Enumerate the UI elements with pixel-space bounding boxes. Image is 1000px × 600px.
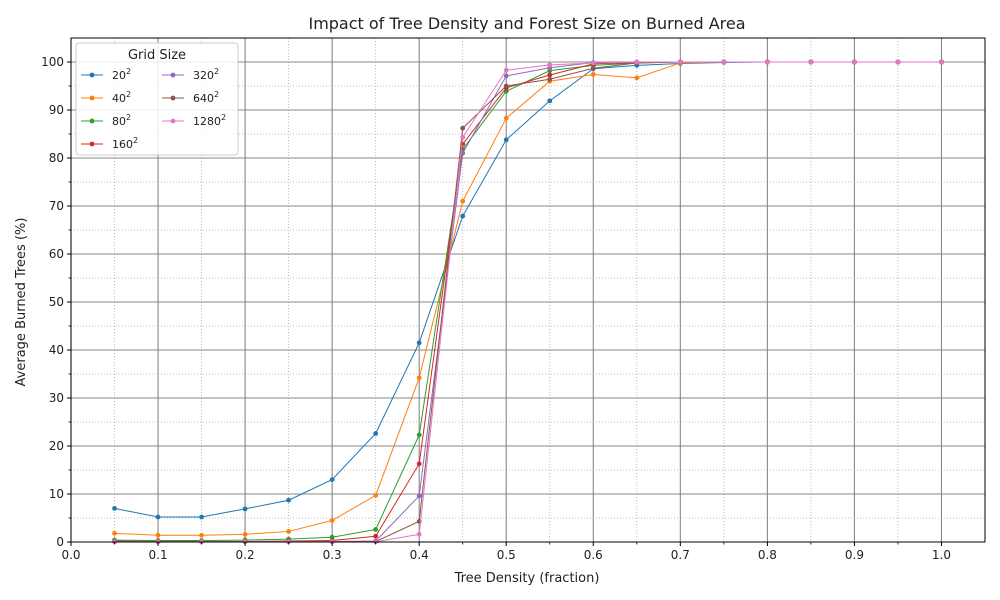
data-point-640 bbox=[503, 83, 509, 89]
x-tick-label: 0.4 bbox=[410, 548, 429, 562]
x-tick-label: 0.8 bbox=[758, 548, 777, 562]
data-point-20 bbox=[329, 477, 335, 482]
legend-swatch-marker bbox=[170, 72, 176, 78]
data-point-20 bbox=[286, 497, 292, 503]
x-tick-label: 0.7 bbox=[671, 548, 690, 562]
data-point-40 bbox=[199, 532, 204, 538]
y-tick-label: 40 bbox=[49, 343, 64, 357]
data-point-40 bbox=[416, 375, 422, 381]
data-point-20 bbox=[242, 506, 248, 512]
data-point-20 bbox=[503, 137, 509, 143]
legend-entry-640: 6402 bbox=[162, 90, 219, 105]
data-point-40 bbox=[634, 75, 640, 81]
legend-label: 1602 bbox=[112, 136, 138, 151]
x-axis-ticks: 0.0 0.1 0.2 0.3 0.4 0.5 0.6 0.7 0.8 0.9 1.0 bbox=[61, 542, 951, 562]
data-point-1280 bbox=[721, 59, 727, 65]
data-point-1280 bbox=[503, 67, 509, 73]
legend-label: 12802 bbox=[193, 113, 226, 128]
data-point-80 bbox=[416, 432, 422, 438]
data-point-40 bbox=[112, 530, 117, 536]
data-point-1280 bbox=[852, 59, 857, 65]
x-tick-label: 1.0 bbox=[932, 548, 951, 562]
data-point-40 bbox=[242, 531, 248, 537]
y-tick-label: 0 bbox=[56, 535, 64, 549]
plot-frame bbox=[70, 37, 986, 543]
data-point-1280 bbox=[764, 59, 770, 65]
legend-swatch-marker bbox=[89, 72, 95, 78]
minor-grid bbox=[71, 38, 985, 542]
data-point-640 bbox=[460, 125, 466, 131]
data-point-1280 bbox=[808, 59, 814, 65]
legend-box bbox=[75, 42, 239, 156]
x-tick-label: 0.3 bbox=[323, 548, 342, 562]
y-tick-label: 20 bbox=[49, 439, 64, 453]
data-point-40 bbox=[373, 493, 379, 498]
legend-title: Grid Size bbox=[128, 48, 186, 63]
legend-swatch-marker bbox=[170, 95, 176, 101]
y-tick-label: 100 bbox=[41, 55, 64, 69]
legend-entry-1280: 12802 bbox=[162, 113, 226, 128]
legend-label: 6402 bbox=[193, 90, 219, 105]
y-tick-label: 50 bbox=[49, 295, 64, 309]
x-tick-label: 0.9 bbox=[845, 548, 864, 562]
x-tick-label: 0.5 bbox=[497, 548, 516, 562]
y-tick-label: 80 bbox=[49, 151, 64, 165]
data-point-320 bbox=[416, 493, 422, 499]
data-point-20 bbox=[460, 213, 466, 219]
data-point-320 bbox=[503, 73, 509, 79]
legend-label: 3202 bbox=[193, 67, 219, 82]
data-point-160 bbox=[416, 461, 422, 467]
data-point-20 bbox=[416, 340, 422, 346]
data-point-40 bbox=[286, 529, 292, 534]
x-axis-label: Tree Density (fraction) bbox=[454, 571, 600, 586]
data-point-640 bbox=[547, 76, 553, 82]
data-point-1280 bbox=[547, 62, 553, 68]
x-tick-label: 0.2 bbox=[236, 548, 255, 562]
data-point-40 bbox=[503, 115, 509, 121]
data-point-20 bbox=[199, 514, 204, 520]
data-point-40 bbox=[590, 72, 596, 77]
legend-entry-320: 3202 bbox=[162, 67, 219, 82]
y-tick-label: 90 bbox=[49, 103, 64, 117]
data-point-1280 bbox=[634, 59, 640, 65]
data-point-1280 bbox=[939, 59, 944, 65]
data-point-80 bbox=[329, 534, 335, 540]
legend-swatch-marker bbox=[170, 118, 176, 124]
y-tick-label: 30 bbox=[49, 391, 64, 405]
data-point-1280 bbox=[895, 59, 901, 65]
y-axis-ticks: 0 10 20 30 40 50 60 70 80 90 100 bbox=[41, 55, 71, 549]
legend-swatch-marker bbox=[89, 95, 95, 101]
y-tick-label: 10 bbox=[49, 487, 64, 501]
legend-swatch-marker bbox=[89, 118, 95, 124]
x-tick-label: 0.1 bbox=[149, 548, 168, 562]
data-point-640 bbox=[590, 65, 596, 71]
series-layer bbox=[112, 59, 944, 545]
data-point-20 bbox=[373, 431, 379, 436]
y-tick-label: 60 bbox=[49, 247, 64, 261]
legend-swatch-marker bbox=[89, 141, 95, 147]
data-point-40 bbox=[155, 532, 161, 538]
data-point-20 bbox=[155, 514, 161, 520]
legend-entry-160: 1602 bbox=[81, 136, 138, 151]
data-point-20 bbox=[112, 506, 117, 511]
data-point-40 bbox=[460, 198, 466, 204]
data-point-1280 bbox=[460, 134, 466, 140]
data-point-160 bbox=[373, 533, 379, 539]
y-axis-label: Average Burned Trees (%) bbox=[14, 218, 29, 387]
data-point-1280 bbox=[590, 60, 596, 66]
x-tick-label: 0.6 bbox=[584, 548, 603, 562]
data-point-40 bbox=[329, 518, 335, 523]
data-point-1280 bbox=[677, 59, 683, 65]
data-point-1280 bbox=[416, 531, 422, 537]
data-point-160 bbox=[547, 72, 553, 78]
chart-title: Impact of Tree Density and Forest Size o… bbox=[308, 14, 745, 33]
data-point-20 bbox=[547, 98, 553, 104]
y-tick-label: 70 bbox=[49, 199, 64, 213]
x-tick-label: 0.0 bbox=[61, 548, 80, 562]
data-point-80 bbox=[373, 527, 379, 532]
